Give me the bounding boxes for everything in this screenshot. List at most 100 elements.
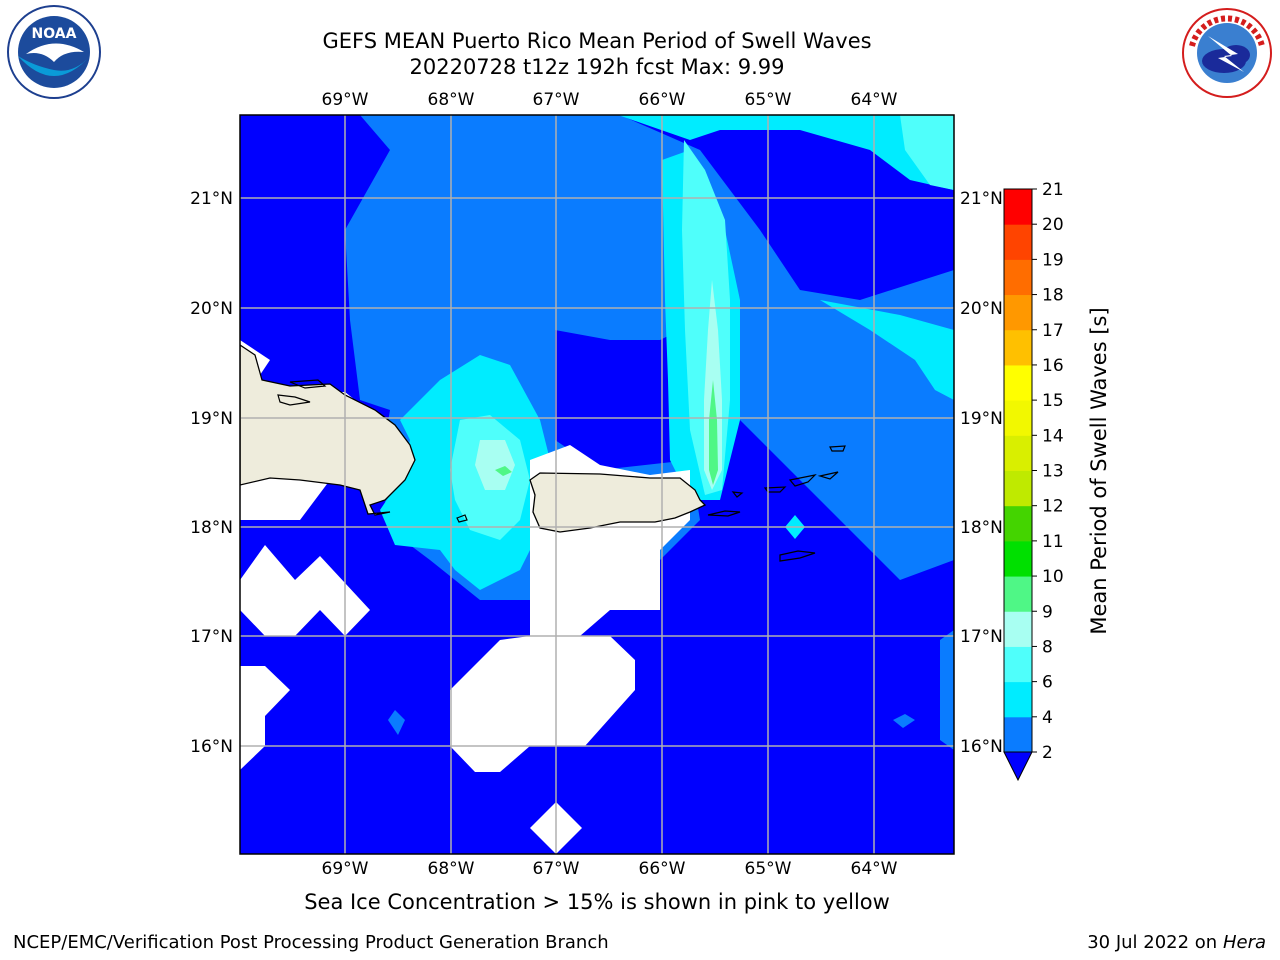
colorbar-bin (1004, 294, 1032, 331)
nws-logo (1182, 8, 1272, 98)
chart-title: GEFS MEAN Puerto Rico Mean Period of Swe… (322, 29, 872, 53)
noaa-logo: NOAA (7, 5, 101, 99)
colorbar-bin (1004, 400, 1032, 436)
island-st-thomas (763, 486, 787, 493)
lon-tick-label: 66°W (639, 90, 686, 110)
plot-frame (239, 114, 955, 855)
footer-machine: Hera (1222, 932, 1266, 953)
colorbar-bin (1004, 646, 1032, 683)
colorbar-bin (1004, 435, 1032, 471)
chart-subtitle: 20220728 t12z 192h fcst Max: 9.99 (409, 55, 785, 79)
field-6-8-north (900, 115, 954, 190)
island-cays (289, 379, 327, 389)
lat-tick-label: 16°N (190, 737, 233, 757)
no-data-patch (240, 666, 290, 770)
lon-labels-top: 69°W 68°W 67°W 66°W 65°W 64°W (322, 90, 898, 110)
colorbar-tick-label: 14 (1042, 426, 1064, 446)
colorbar-bin (1004, 576, 1032, 612)
lat-tick-label: 20°N (190, 299, 233, 319)
field-4-6 (618, 115, 954, 190)
island-hispaniola-north (277, 394, 311, 406)
colorbar-tick-label: 2 (1042, 743, 1053, 763)
colorbar-bin (1004, 611, 1032, 647)
graticule (240, 115, 954, 854)
caption: Sea Ice Concentration > 15% is shown in … (304, 890, 890, 914)
island-vieques (707, 510, 741, 517)
colorbar-tick-label: 13 (1042, 462, 1064, 482)
lon-tick-label: 69°W (322, 859, 369, 879)
lat-tick-label: 18°N (190, 518, 233, 538)
lat-labels-left: 21°N 20°N 19°N 18°N 17°N 16°N (190, 189, 233, 757)
lon-tick-label: 65°W (745, 90, 792, 110)
colorbar-tick-label: 20 (1042, 215, 1064, 235)
field-8-9-mona (475, 440, 515, 490)
lat-tick-label: 19°N (190, 409, 233, 429)
colorbar-bin (1004, 364, 1032, 401)
island-virgin-gorda (817, 471, 839, 480)
field-9-10-mona (495, 466, 512, 476)
colorbar-bin (1004, 540, 1032, 577)
colorbar-bin (1004, 681, 1032, 718)
colorbar-bin (1004, 189, 1032, 225)
colorbar-tick-label: 6 (1042, 673, 1053, 693)
field-9-10-channel (709, 380, 718, 485)
lat-tick-label: 20°N (960, 299, 1003, 319)
map-plot-area (240, 115, 954, 854)
lon-tick-label: 67°W (533, 90, 580, 110)
colorbar-bin (1004, 470, 1032, 507)
colorbar-tick-label: 19 (1042, 250, 1064, 270)
lat-tick-label: 21°N (190, 189, 233, 209)
lon-tick-label: 67°W (533, 859, 580, 879)
colorbar-bin (1004, 329, 1032, 366)
lat-tick-label: 19°N (960, 409, 1003, 429)
noaa-logo-text: NOAA (32, 26, 77, 42)
colorbar-bin (1004, 224, 1032, 260)
lat-tick-label: 17°N (960, 627, 1003, 647)
lat-tick-label: 17°N (190, 627, 233, 647)
field-2-4-small-patch-2 (893, 714, 915, 728)
colorbar-tick-label: 16 (1042, 356, 1064, 376)
colorbar-under-triangle (1003, 751, 1033, 782)
lon-tick-label: 66°W (639, 859, 686, 879)
colorbar-tick-label: 17 (1042, 321, 1064, 341)
lat-labels-right: 21°N 20°N 19°N 18°N 17°N 16°N (960, 189, 1003, 757)
field-4-6-east (820, 300, 954, 400)
island-anegada (829, 445, 846, 452)
no-data-patch (450, 636, 635, 772)
islands (277, 379, 846, 562)
colorbar-tick-label: 10 (1042, 567, 1064, 587)
footer-date-text: 30 Jul 2022 on (1087, 932, 1223, 953)
footer-credit: NCEP/EMC/Verification Post Processing Pr… (13, 932, 609, 953)
lat-tick-label: 16°N (960, 737, 1003, 757)
colorbar-tick-label: 15 (1042, 391, 1064, 411)
lon-tick-label: 64°W (851, 859, 898, 879)
hispaniola-coast (240, 344, 416, 516)
field-2-4-small-patch (388, 710, 405, 735)
lon-tick-label: 64°W (851, 90, 898, 110)
island-mona (456, 514, 468, 523)
colorbar-bin (1004, 716, 1032, 753)
colorbar-title: Mean Period of Swell Waves [s] (1087, 307, 1111, 634)
lon-labels-bottom: 69°W 68°W 67°W 66°W 65°W 64°W (322, 859, 898, 879)
lon-tick-label: 68°W (428, 90, 475, 110)
lat-tick-label: 18°N (960, 518, 1003, 538)
lat-tick-label: 21°N (960, 189, 1003, 209)
footer-date: 30 Jul 2022 on Hera (1087, 932, 1266, 953)
colorbar-tick-label: 8 (1042, 637, 1053, 657)
colorbar-tick-label: 21 (1042, 180, 1064, 200)
lon-tick-label: 68°W (428, 859, 475, 879)
colorbar-tick-label: 18 (1042, 286, 1064, 306)
island-tortola (788, 474, 817, 487)
island-culebra (731, 491, 744, 498)
colorbar-tick-label: 12 (1042, 497, 1064, 517)
colorbar: 2 4 6 8 9 10 11 12 13 14 15 16 17 18 19 20 21 (1003, 180, 1064, 782)
colorbar-tick-label: 11 (1042, 532, 1064, 552)
lon-tick-label: 65°W (745, 859, 792, 879)
colorbar-tick-label: 4 (1042, 708, 1053, 728)
island-st-croix (779, 550, 816, 562)
colorbar-tick-label: 9 (1042, 602, 1053, 622)
field-2-4-east-patch (940, 630, 954, 750)
lon-tick-label: 69°W (322, 90, 369, 110)
colorbar-bin (1004, 259, 1032, 296)
